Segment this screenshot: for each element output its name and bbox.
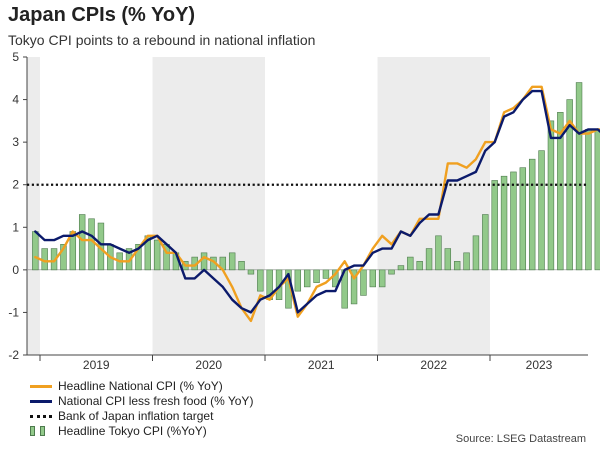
headline-national-cpi-line xyxy=(34,85,600,323)
y-tick-label: 3 xyxy=(12,135,19,149)
tokyo-cpi-bar xyxy=(135,244,142,271)
y-tick-label: 5 xyxy=(12,50,19,64)
x-tick-label: 2019 xyxy=(83,358,110,370)
year-shading xyxy=(27,57,490,355)
tokyo-cpi-bar xyxy=(510,171,517,271)
legend-label: National CPI less fresh food (% YoY) xyxy=(58,394,254,408)
tokyo-cpi-bar xyxy=(538,150,545,271)
tokyo-cpi-bar xyxy=(369,269,377,288)
legend-item-tokyo-cpi: Headline Tokyo CPI (%YoY) xyxy=(30,424,253,438)
y-tick-label: 0 xyxy=(12,263,19,277)
tokyo-cpi-bar xyxy=(407,256,414,271)
tokyo-cpi-bar xyxy=(78,214,86,271)
chart-title: Japan CPIs (% YoY) xyxy=(8,4,196,26)
legend-item-core-national: National CPI less fresh food (% YoY) xyxy=(30,394,253,408)
tokyo-cpi-bar xyxy=(322,269,330,279)
tokyo-cpi-bar xyxy=(500,175,508,271)
shade-2018 xyxy=(27,57,40,355)
legend-label: Bank of Japan inflation target xyxy=(58,409,214,423)
y-tick-label: 4 xyxy=(12,93,19,107)
legend-label: Headline National CPI (% YoY) xyxy=(58,379,223,393)
tokyo-cpi-bar xyxy=(397,265,405,271)
tokyo-cpi-bar xyxy=(350,269,358,305)
tokyo-cpi-bar xyxy=(463,252,470,271)
navy-line-icon xyxy=(30,394,52,408)
tokyo-cpi-bar xyxy=(88,218,95,271)
tokyo-cpi-bar xyxy=(416,261,423,271)
x-tick-label: 2022 xyxy=(420,358,447,370)
tokyo-cpi-bars xyxy=(32,82,600,309)
tokyo-cpi-bar xyxy=(585,129,592,271)
tokyo-cpi-bar xyxy=(557,112,564,271)
tokyo-cpi-bar xyxy=(303,269,311,288)
legend-label: Headline Tokyo CPI (%YoY) xyxy=(58,424,207,438)
x-tick-label: 2021 xyxy=(308,358,335,370)
y-tick-label: -1 xyxy=(8,305,19,319)
tokyo-cpi-bar xyxy=(228,252,236,271)
tokyo-cpi-bar xyxy=(528,158,536,271)
orange-line-icon xyxy=(30,379,52,393)
tokyo-cpi-bar xyxy=(491,180,498,271)
tokyo-cpi-bar xyxy=(482,214,489,271)
chart-subtitle: Tokyo CPI points to a rebound in nationa… xyxy=(8,32,316,48)
tokyo-cpi-bar xyxy=(32,231,39,271)
tokyo-cpi-bar xyxy=(435,235,442,271)
tokyo-cpi-bar xyxy=(238,261,245,271)
legend: Headline National CPI (% YoY) National C… xyxy=(30,379,253,439)
x-tick-label: 2023 xyxy=(526,358,553,370)
tokyo-cpi-bar xyxy=(453,261,461,271)
national-cpi-lines xyxy=(34,85,600,323)
tokyo-cpi-bar xyxy=(332,269,339,288)
shade-2022 xyxy=(377,57,490,355)
tokyo-cpi-bar xyxy=(388,269,395,275)
tokyo-cpi-bar xyxy=(547,120,555,271)
tokyo-cpi-bar xyxy=(257,269,264,292)
tokyo-cpi-bar xyxy=(60,244,67,271)
cpi-chart: -2 -1 0 1 2 3 4 5 2019 2020 2021 2022 2023 xyxy=(8,50,600,370)
tokyo-cpi-bar xyxy=(425,248,433,271)
tokyo-cpi-bar xyxy=(153,239,161,271)
y-tick-label: 2 xyxy=(12,178,19,192)
y-tick-label: -2 xyxy=(8,348,19,362)
legend-item-boj-target: Bank of Japan inflation target xyxy=(30,409,253,423)
tokyo-cpi-bar xyxy=(444,248,452,271)
y-tick-label: 1 xyxy=(12,220,19,234)
tokyo-cpi-bar xyxy=(519,167,527,271)
tokyo-cpi-bar xyxy=(294,269,302,292)
shade-2020 xyxy=(152,57,265,355)
axis-labels: -2 -1 0 1 2 3 4 5 2019 2020 2021 2022 2023 xyxy=(8,50,552,370)
tokyo-cpi-bar xyxy=(472,235,480,271)
tokyo-cpi-bar xyxy=(200,252,208,271)
tokyo-cpi-bar xyxy=(575,82,583,271)
tokyo-cpi-bar xyxy=(247,269,255,275)
source-note: Source: LSEG Datastream xyxy=(455,433,586,445)
x-tick-label: 2020 xyxy=(195,358,222,370)
tokyo-cpi-bar xyxy=(360,269,367,296)
core-national-cpi-line xyxy=(34,89,600,314)
tokyo-cpi-bar xyxy=(378,269,386,288)
dotted-line-icon xyxy=(30,409,52,423)
tokyo-cpi-bar xyxy=(594,129,600,271)
tokyo-cpi-bar xyxy=(313,269,320,283)
green-bars-icon xyxy=(30,424,52,438)
legend-item-headline-national: Headline National CPI (% YoY) xyxy=(30,379,253,393)
